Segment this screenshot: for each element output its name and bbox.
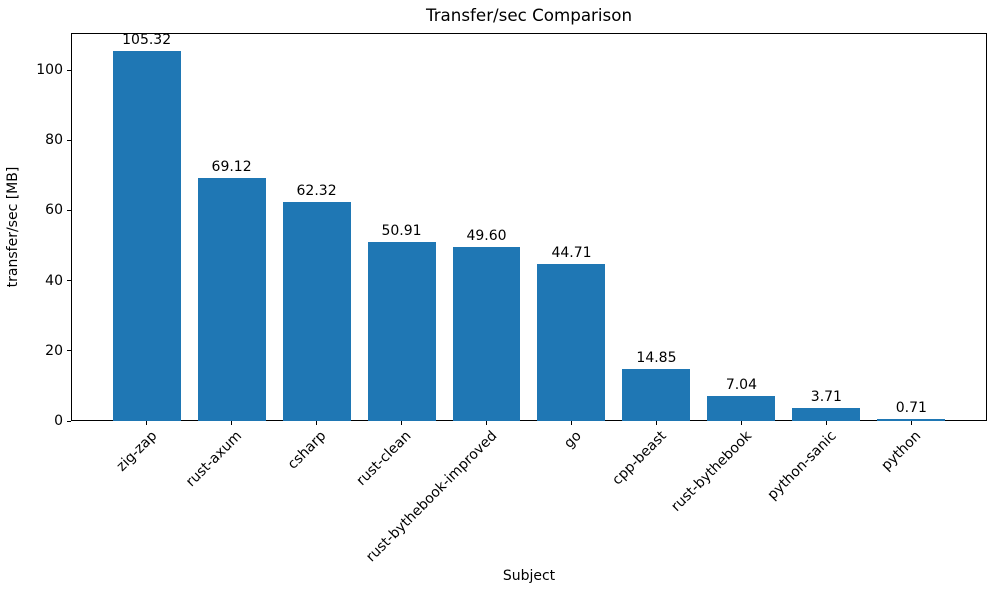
y-tick-mark: [67, 420, 71, 422]
bar-rust-bythebook-improved: [452, 246, 521, 421]
x-tick-label: zig-zap: [113, 428, 160, 475]
bar-csharp: [282, 202, 351, 421]
x-tick-mark: [740, 421, 742, 425]
bar-go: [537, 264, 606, 421]
bar-value-label: 44.71: [551, 245, 592, 262]
x-tick-label: rust-bythebook: [667, 428, 755, 515]
x-axis-label: Subject: [502, 568, 556, 584]
bar-rust-clean: [367, 242, 436, 421]
bar-value-label: 3.71: [810, 388, 842, 405]
x-tick-label: python: [878, 428, 925, 474]
x-tick-mark: [486, 421, 487, 425]
bar-value-label: 7.04: [725, 377, 757, 394]
y-tick-mark: [67, 69, 71, 71]
y-tick-mark: [67, 350, 71, 352]
x-tick-mark: [570, 421, 572, 425]
bar-rust-bythebook: [707, 396, 776, 421]
x-tick-label: go: [561, 428, 585, 452]
bar-cpp-beast: [622, 368, 691, 421]
bar-value-label: 49.60: [466, 227, 507, 244]
bar-value-label: 62.32: [296, 183, 337, 200]
y-tick-label: 20: [45, 342, 63, 359]
x-tick-mark: [910, 421, 912, 425]
x-tick-label: cpp-beast: [609, 428, 670, 489]
bar-value-label: 0.71: [895, 399, 927, 416]
y-tick-label: 0: [54, 413, 63, 429]
y-tick-mark: [67, 139, 71, 141]
bar-value-label: 50.91: [381, 223, 422, 240]
bar-value-label: 69.12: [211, 159, 252, 176]
y-tick-label: 40: [45, 272, 63, 289]
bar-python-sanic: [792, 407, 861, 421]
x-tick-label: python-sanic: [764, 428, 840, 504]
y-tick-label: 80: [45, 132, 63, 149]
y-tick-mark: [67, 280, 71, 282]
x-tick-mark: [655, 421, 657, 425]
y-tick-label: 100: [36, 62, 63, 79]
bar-python: [877, 418, 946, 421]
x-tick-mark: [316, 421, 318, 425]
x-tick-mark: [146, 421, 148, 425]
bar-value-label: 14.85: [636, 349, 677, 366]
x-tick-label: csharp: [285, 428, 330, 473]
bar-rust-axum: [197, 178, 266, 421]
x-tick-mark: [825, 421, 827, 425]
y-tick-label: 60: [45, 202, 63, 219]
bar-value-label: 105.32: [122, 32, 172, 49]
bar-zig-zap: [112, 51, 181, 421]
y-tick-mark: [67, 209, 71, 211]
x-tick-label: rust-axum: [182, 428, 245, 491]
x-tick-mark: [401, 421, 403, 425]
chart-title: Transfer/sec Comparison: [425, 5, 633, 25]
x-tick-mark: [231, 421, 233, 425]
x-tick-label: rust-clean: [353, 428, 415, 489]
